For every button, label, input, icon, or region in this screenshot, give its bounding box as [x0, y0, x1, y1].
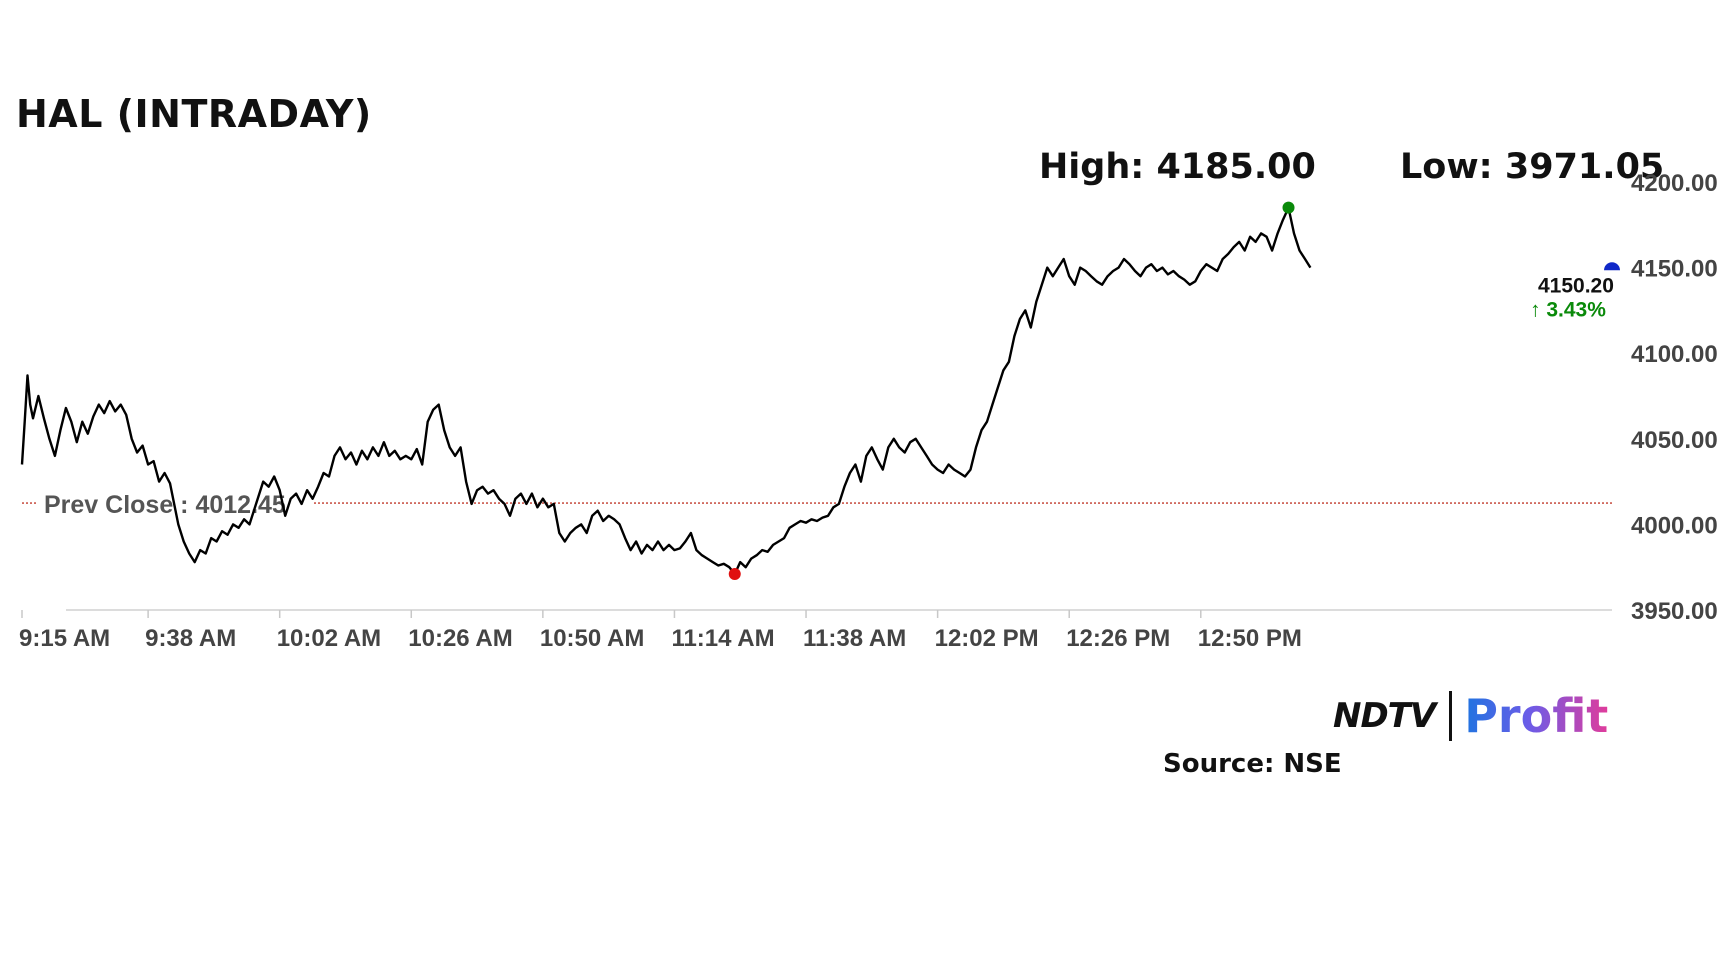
x-tick-label: 12:26 PM — [1066, 625, 1170, 652]
x-tick-label: 10:02 AM — [277, 625, 381, 652]
high-label: High: 4185.00 — [1039, 147, 1316, 187]
x-tick-label: 10:26 AM — [408, 625, 512, 652]
high-marker — [1282, 201, 1295, 214]
last-price-marker — [1604, 262, 1620, 271]
logo-divider — [1449, 691, 1453, 741]
price-line — [20, 206, 1312, 576]
x-tick-label: 10:50 AM — [540, 625, 644, 652]
ndtv-profit-logo: NDTV Profit — [1333, 688, 1608, 744]
x-tick-label: 9:15 AM — [19, 625, 110, 652]
change-label: ↑ 3.43% — [1530, 298, 1606, 321]
last-price-label: 4150.20 — [1538, 274, 1614, 297]
x-tick-label: 11:38 AM — [803, 625, 906, 652]
low-label: Low: 3971.05 — [1400, 147, 1665, 187]
page-title: HAL (INTRADAY) — [16, 92, 372, 136]
y-tick-label: 4150.00 — [1631, 256, 1718, 283]
x-tick-label: 12:02 PM — [935, 625, 1039, 652]
y-tick-label: 4000.00 — [1631, 512, 1718, 539]
prev-close-label: Prev Close : 4012.45 — [44, 491, 286, 519]
x-tick-label: 11:14 AM — [671, 625, 774, 652]
y-tick-label: 4100.00 — [1631, 341, 1718, 368]
x-tick-label: 12:50 PM — [1198, 625, 1302, 652]
y-tick-label: 4050.00 — [1631, 427, 1718, 454]
y-tick-label: 4200.00 — [1631, 170, 1718, 197]
low-marker — [728, 567, 741, 580]
logo-ndtv-text: NDTV — [1333, 696, 1436, 736]
logo-profit-text: Profit — [1464, 689, 1609, 743]
y-tick-label: 3950.00 — [1631, 598, 1718, 625]
source-note: Source: NSE — [1163, 749, 1342, 779]
x-tick-label: 9:38 AM — [145, 625, 236, 652]
